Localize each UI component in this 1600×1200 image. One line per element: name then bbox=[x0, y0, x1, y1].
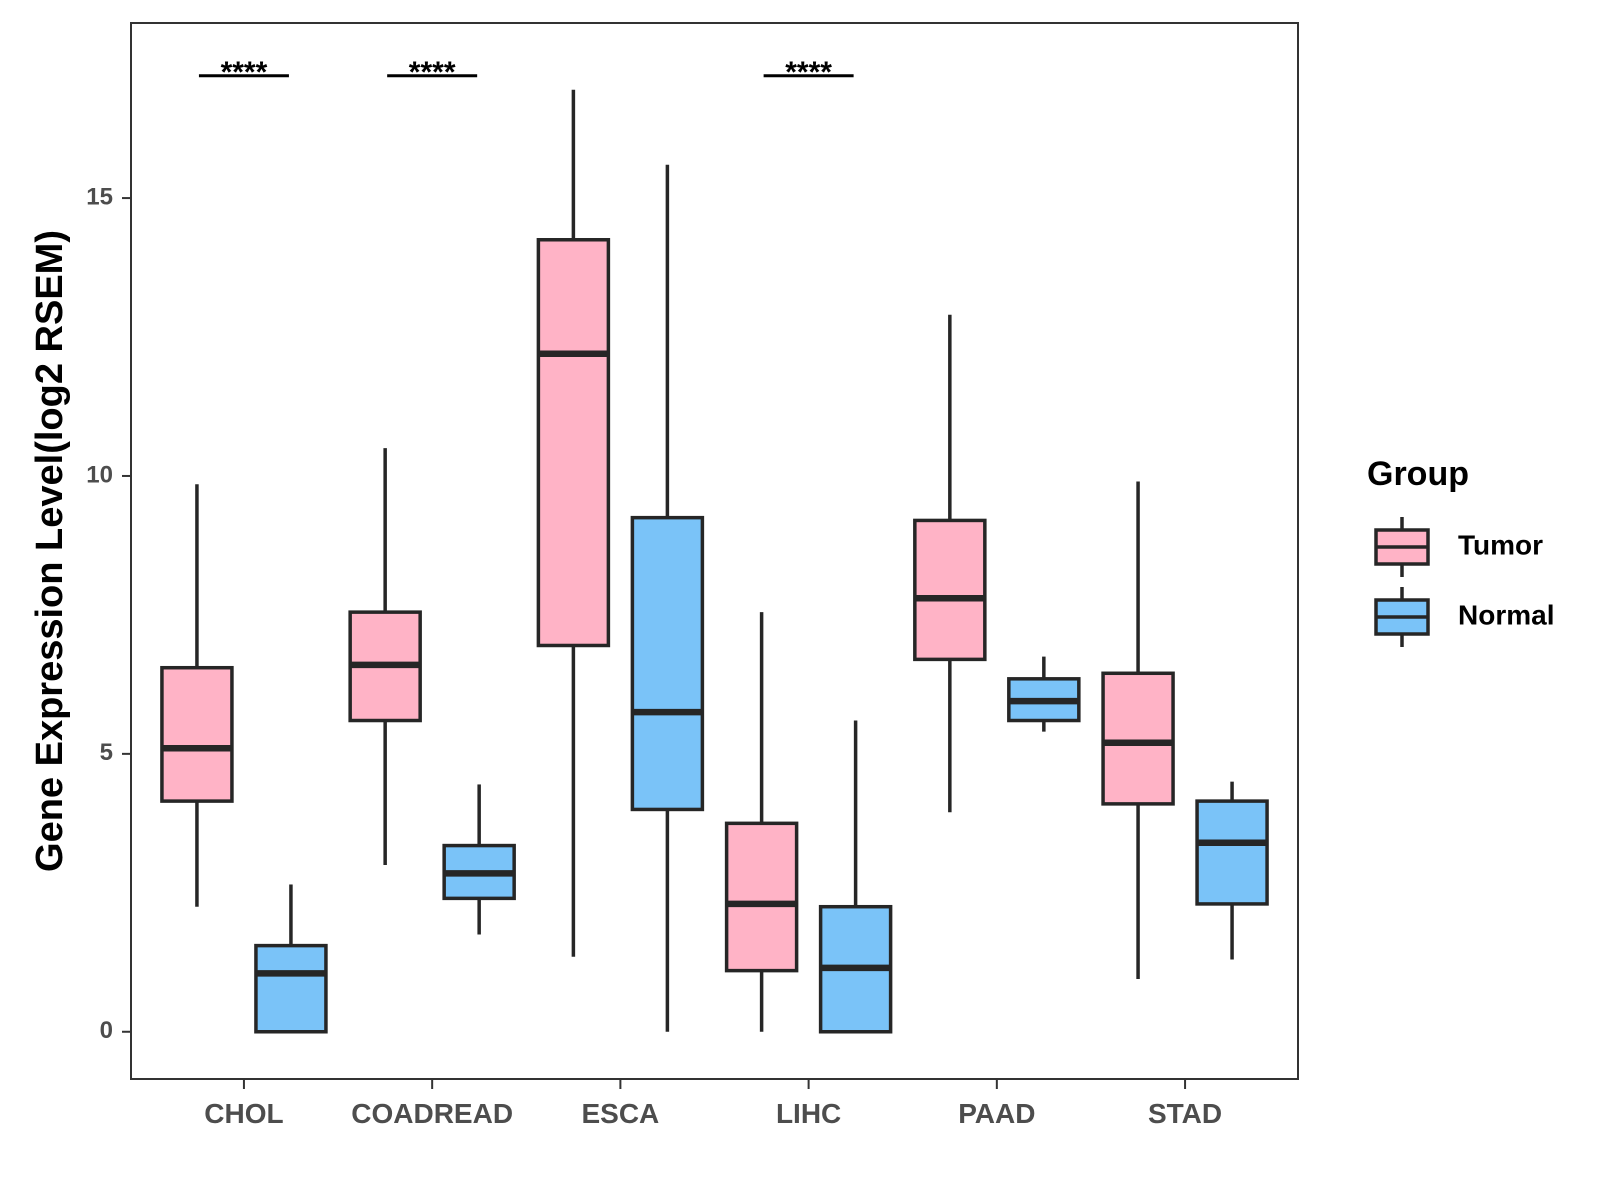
x-tick-label-lihc: LIHC bbox=[776, 1098, 841, 1129]
x-tick-label-paad: PAAD bbox=[958, 1098, 1035, 1129]
significance-label-chol: **** bbox=[221, 56, 268, 89]
box-body-chol-tumor bbox=[160, 665, 234, 803]
plot-panel bbox=[130, 22, 1299, 1080]
significance-annotations: **** **** **** bbox=[198, 56, 854, 89]
box-paad-tumor bbox=[913, 314, 987, 813]
box-stad-tumor bbox=[1101, 481, 1175, 979]
x-tick-label-esca: ESCA bbox=[581, 1098, 659, 1129]
box-paad-normal bbox=[1007, 656, 1081, 732]
y-tick-label-10: 10 bbox=[86, 461, 113, 488]
boxes-layer bbox=[160, 89, 1269, 1034]
y-tick-label-5: 5 bbox=[100, 739, 113, 766]
y-tick-label-15: 15 bbox=[86, 183, 113, 210]
box-coadread-normal bbox=[442, 784, 516, 935]
legend: Group Tumor Normal bbox=[1367, 455, 1554, 647]
significance-label-lihc: **** bbox=[785, 56, 832, 89]
y-axis: 0 5 10 15 bbox=[86, 183, 131, 1044]
box-body-chol-normal bbox=[254, 943, 328, 1034]
box-stad-normal bbox=[1195, 781, 1269, 960]
box-body-stad-normal bbox=[1195, 799, 1269, 906]
box-esca-tumor bbox=[536, 89, 611, 957]
x-tick-label-coadread: COADREAD bbox=[351, 1098, 513, 1129]
box-lihc-tumor bbox=[724, 612, 799, 1032]
box-body-esca-normal bbox=[630, 515, 705, 812]
legend-label-tumor: Tumor bbox=[1458, 529, 1543, 560]
box-coadread-tumor bbox=[348, 448, 422, 866]
legend-item-tumor: Tumor bbox=[1374, 517, 1543, 577]
x-tick-label-chol: CHOL bbox=[204, 1098, 283, 1129]
box-esca-normal bbox=[630, 164, 705, 1032]
box-lihc-normal bbox=[818, 720, 893, 1034]
box-chol-normal bbox=[254, 884, 328, 1034]
box-body-lihc-tumor bbox=[724, 821, 799, 973]
y-tick-label-0: 0 bbox=[100, 1017, 113, 1044]
box-body-paad-tumor bbox=[913, 518, 987, 662]
box-body-esca-tumor bbox=[536, 238, 611, 648]
box-body-stad-tumor bbox=[1101, 671, 1175, 806]
x-tick-label-stad: STAD bbox=[1148, 1098, 1222, 1129]
significance-label-coadread: **** bbox=[409, 56, 456, 89]
x-axis: CHOL COADREAD ESCA LIHC PAAD STAD bbox=[204, 1079, 1222, 1129]
legend-item-normal: Normal bbox=[1374, 587, 1554, 647]
y-axis-title: Gene Expression Level(log2 RSEM) bbox=[29, 230, 71, 872]
box-chol-tumor bbox=[160, 484, 234, 907]
legend-label-normal: Normal bbox=[1458, 599, 1554, 630]
legend-title: Group bbox=[1367, 455, 1469, 493]
